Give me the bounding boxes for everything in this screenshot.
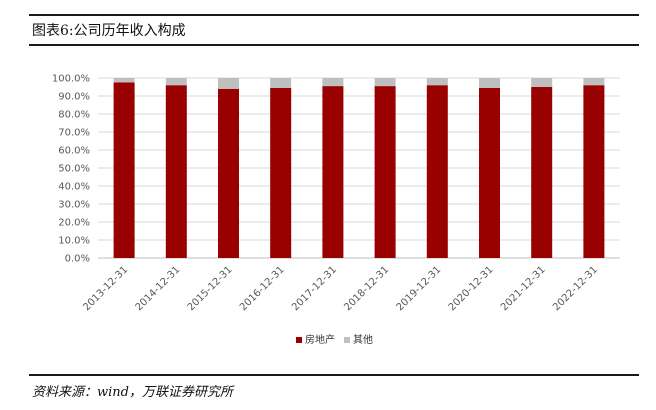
bar-other [113,78,135,83]
bar-real-estate [113,82,135,258]
x-tick-label: 2021-12-31 [499,264,548,313]
y-tick-label: 30.0% [58,200,90,211]
y-tick-label: 20.0% [58,218,90,229]
y-tick-label: 100.0% [52,74,90,85]
source-note: 资料来源：wind，万联证券研究所 [32,385,233,400]
x-tick-label: 2019-12-31 [395,264,444,313]
bar-real-estate [218,88,239,258]
bar-other [479,78,500,88]
x-tick-label: 2020-12-31 [447,264,496,313]
bar-real-estate [583,85,605,258]
chart-title: 图表6:公司历年收入构成 [32,23,186,39]
legend-label-other: 其他 [353,333,373,346]
stacked-bar-chart: 0.0% 10.0% 20.0% 30.0% 40.0% 50.0% 60.0% 70.0% 8… [52,74,620,346]
x-tick-label: 2014-12-31 [134,264,183,313]
x-axis-tick-labels: 2013-12-31 2014-12-31 2015-12-31 2016-12-31… [81,264,600,313]
y-tick-label: 80.0% [58,110,90,121]
y-tick-label: 70.0% [58,128,90,139]
y-axis-tick-labels: 0.0% 10.0% 20.0% 30.0% 40.0% 50.0% 60.0% 70.0% 8… [52,74,90,265]
bar-real-estate [479,87,500,259]
x-tick-label: 2016-12-31 [238,264,287,313]
y-tick-label: 40.0% [58,182,90,193]
legend-label-real-estate: 房地产 [305,333,335,346]
x-tick-label: 2013-12-31 [81,264,130,313]
y-tick-label: 60.0% [58,146,90,157]
bar-other [531,78,553,87]
x-tick-label: 2018-12-31 [342,264,391,313]
bar-other [322,78,344,87]
bar-real-estate [374,86,396,258]
bar-other [583,78,605,86]
bar-other [270,78,292,88]
bottom-rule [29,374,639,376]
x-tick-label: 2017-12-31 [290,264,339,313]
y-tick-label: 90.0% [58,92,90,103]
bar-other [218,78,239,89]
bars [113,78,605,259]
bar-real-estate [165,85,187,258]
y-tick-label: 50.0% [58,164,90,175]
y-tick-label: 0.0% [65,254,90,265]
y-tick-label: 10.0% [58,236,90,247]
top-rule [29,14,639,16]
bar-other [426,78,448,86]
x-tick-label: 2015-12-31 [186,264,235,313]
bar-real-estate [322,86,344,258]
bar-other [165,78,187,86]
x-tick-label: 2022-12-31 [551,264,600,313]
bar-real-estate [426,85,448,258]
legend-swatch-real-estate [296,337,302,343]
legend: 房地产 其他 [296,333,373,346]
bar-other [374,78,396,87]
bar-real-estate [270,87,292,259]
title-rule [29,44,639,46]
legend-swatch-other [344,337,350,343]
bar-real-estate [531,87,553,258]
